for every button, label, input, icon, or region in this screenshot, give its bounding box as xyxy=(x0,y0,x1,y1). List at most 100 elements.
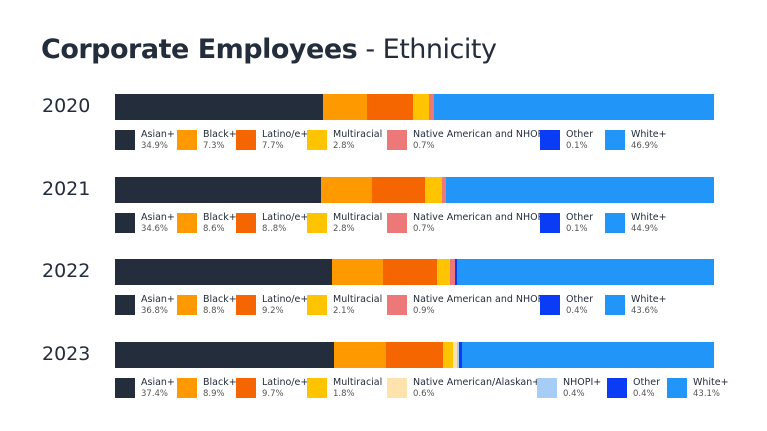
year-label: 2021 xyxy=(42,178,91,200)
data-label: 2.8% xyxy=(333,141,355,151)
legend-swatch xyxy=(387,130,407,150)
bar-segment xyxy=(442,342,454,368)
data-label: 8.9% xyxy=(203,389,225,399)
legend-label: Multiracial xyxy=(333,377,383,388)
legend-label: Black+ xyxy=(203,294,237,305)
data-label: 0.4% xyxy=(633,389,655,399)
legend-label: White+ xyxy=(631,129,667,140)
data-label: 0.1% xyxy=(566,141,588,151)
legend-swatch xyxy=(540,213,560,233)
legend-label: Asian+ xyxy=(141,377,175,388)
bar-segment xyxy=(331,259,384,285)
legend-label: Other xyxy=(566,212,593,223)
bar-segment xyxy=(456,342,460,368)
legend-swatch xyxy=(537,378,557,398)
year-label: 2020 xyxy=(42,95,91,117)
data-label: 7.3% xyxy=(203,141,225,151)
legend-label: Black+ xyxy=(203,377,237,388)
data-label: 34.6% xyxy=(141,224,169,234)
bar-segment xyxy=(115,177,322,203)
legend-label: Black+ xyxy=(203,129,237,140)
bar-segment xyxy=(333,342,387,368)
bar-segment xyxy=(115,342,334,368)
bar-segment xyxy=(412,94,430,120)
data-label: 37.4% xyxy=(141,389,169,399)
bar-segment xyxy=(455,259,458,285)
title-bold: Corporate Employees xyxy=(41,34,358,65)
legend-swatch xyxy=(236,295,256,315)
data-label: 9.2% xyxy=(262,306,284,316)
legend-swatch xyxy=(605,130,625,150)
legend-label: White+ xyxy=(631,294,667,305)
legend-swatch xyxy=(115,378,135,398)
legend-label: Native American and NHOPI+ xyxy=(413,294,555,305)
legend-label: Multiracial xyxy=(333,212,383,223)
legend-swatch xyxy=(605,295,625,315)
legend-swatch xyxy=(307,130,327,150)
data-label: 0.4% xyxy=(566,306,588,316)
data-label: 43.1% xyxy=(693,389,721,399)
legend-label: Asian+ xyxy=(141,129,175,140)
data-label: 43.6% xyxy=(631,306,659,316)
bar-segment xyxy=(383,259,438,285)
legend-label: White+ xyxy=(693,377,729,388)
legend-swatch xyxy=(667,378,687,398)
legend-swatch xyxy=(115,295,135,315)
bar-segment xyxy=(429,94,434,120)
legend-label: Latino/e+ xyxy=(262,377,309,388)
legend-swatch xyxy=(607,378,627,398)
legend-swatch xyxy=(177,130,197,150)
bar-segment xyxy=(433,94,435,120)
legend-swatch xyxy=(387,378,407,398)
bar-segment xyxy=(115,94,324,120)
legend-swatch xyxy=(177,295,197,315)
data-label: 46.9% xyxy=(631,141,659,151)
bar-segment xyxy=(366,94,413,120)
legend-label: Native American and NHOPI+ xyxy=(413,129,555,140)
legend-label: Latino/e+ xyxy=(262,212,309,223)
legend-swatch xyxy=(307,378,327,398)
data-label: 2.1% xyxy=(333,306,355,316)
legend-label: Asian+ xyxy=(141,294,175,305)
stacked-bar xyxy=(115,259,714,285)
legend-swatch xyxy=(605,213,625,233)
year-label: 2022 xyxy=(42,260,91,282)
data-label: 0.1% xyxy=(566,224,588,234)
bar-segment xyxy=(386,342,443,368)
data-label: 34.9% xyxy=(141,141,169,151)
legend-swatch xyxy=(236,130,256,150)
legend-label: Other xyxy=(633,377,660,388)
legend-swatch xyxy=(236,378,256,398)
bar-segment xyxy=(372,177,425,203)
legend-label: Native American/Alaskan+ xyxy=(413,377,541,388)
stacked-bar xyxy=(115,342,714,368)
data-label: 2.8% xyxy=(333,224,355,234)
bar-segment xyxy=(441,177,446,203)
legend-label: Multiracial xyxy=(333,129,383,140)
legend-swatch xyxy=(177,213,197,233)
year-label: 2023 xyxy=(42,343,91,365)
bar-segment xyxy=(323,94,367,120)
chart-title: Corporate Employees - Ethnicity xyxy=(41,34,497,65)
data-label: 44.9% xyxy=(631,224,659,234)
data-label: 9.7% xyxy=(262,389,284,399)
legend-label: Latino/e+ xyxy=(262,129,309,140)
legend-label: Black+ xyxy=(203,212,237,223)
bar-segment xyxy=(453,342,457,368)
bar-segment xyxy=(461,342,714,368)
bar-segment xyxy=(457,259,714,285)
legend-label: Multiracial xyxy=(333,294,383,305)
legend-swatch xyxy=(540,130,560,150)
legend-label: NHOPI+ xyxy=(563,377,602,388)
bar-segment xyxy=(459,342,462,368)
bar-segment xyxy=(445,177,447,203)
bar-segment xyxy=(321,177,373,203)
bar-segment xyxy=(449,259,456,285)
bar-segment xyxy=(434,94,714,120)
legend-swatch xyxy=(387,295,407,315)
data-label: 0.7% xyxy=(413,141,435,151)
legend-swatch xyxy=(115,213,135,233)
data-label: 36.8% xyxy=(141,306,169,316)
data-label: 8.8% xyxy=(203,306,225,316)
data-label: 0.7% xyxy=(413,224,435,234)
